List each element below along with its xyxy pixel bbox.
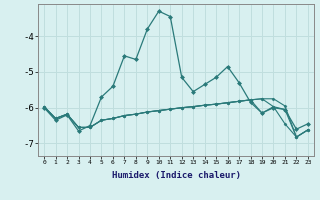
X-axis label: Humidex (Indice chaleur): Humidex (Indice chaleur) — [111, 171, 241, 180]
